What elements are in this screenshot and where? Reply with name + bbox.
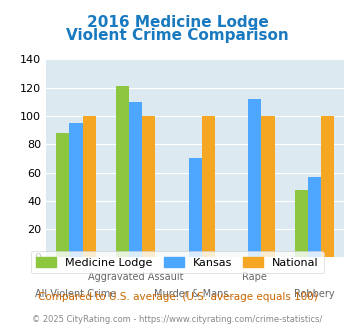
Text: Compared to U.S. average. (U.S. average equals 100): Compared to U.S. average. (U.S. average … [38,292,317,302]
Bar [261,116,274,257]
Bar [295,189,308,257]
Text: © 2025 CityRating.com - https://www.cityrating.com/crime-statistics/: © 2025 CityRating.com - https://www.city… [32,315,323,324]
Bar [248,99,261,257]
Bar [82,116,95,257]
Bar [129,102,142,257]
Bar [189,158,202,257]
Text: All Violent Crime: All Violent Crime [36,288,116,299]
Bar [116,86,129,257]
Bar [202,116,215,257]
Legend: Medicine Lodge, Kansas, National: Medicine Lodge, Kansas, National [31,251,324,273]
Bar [56,133,70,257]
Bar [321,116,334,257]
Text: Aggravated Assault: Aggravated Assault [88,272,184,281]
Bar [308,177,321,257]
Text: Robbery: Robbery [294,288,335,299]
Text: Murder & Mans...: Murder & Mans... [153,288,237,299]
Text: Violent Crime Comparison: Violent Crime Comparison [66,28,289,43]
Bar [70,123,82,257]
Bar [142,116,155,257]
Text: 2016 Medicine Lodge: 2016 Medicine Lodge [87,15,268,30]
Text: Rape: Rape [242,272,267,281]
